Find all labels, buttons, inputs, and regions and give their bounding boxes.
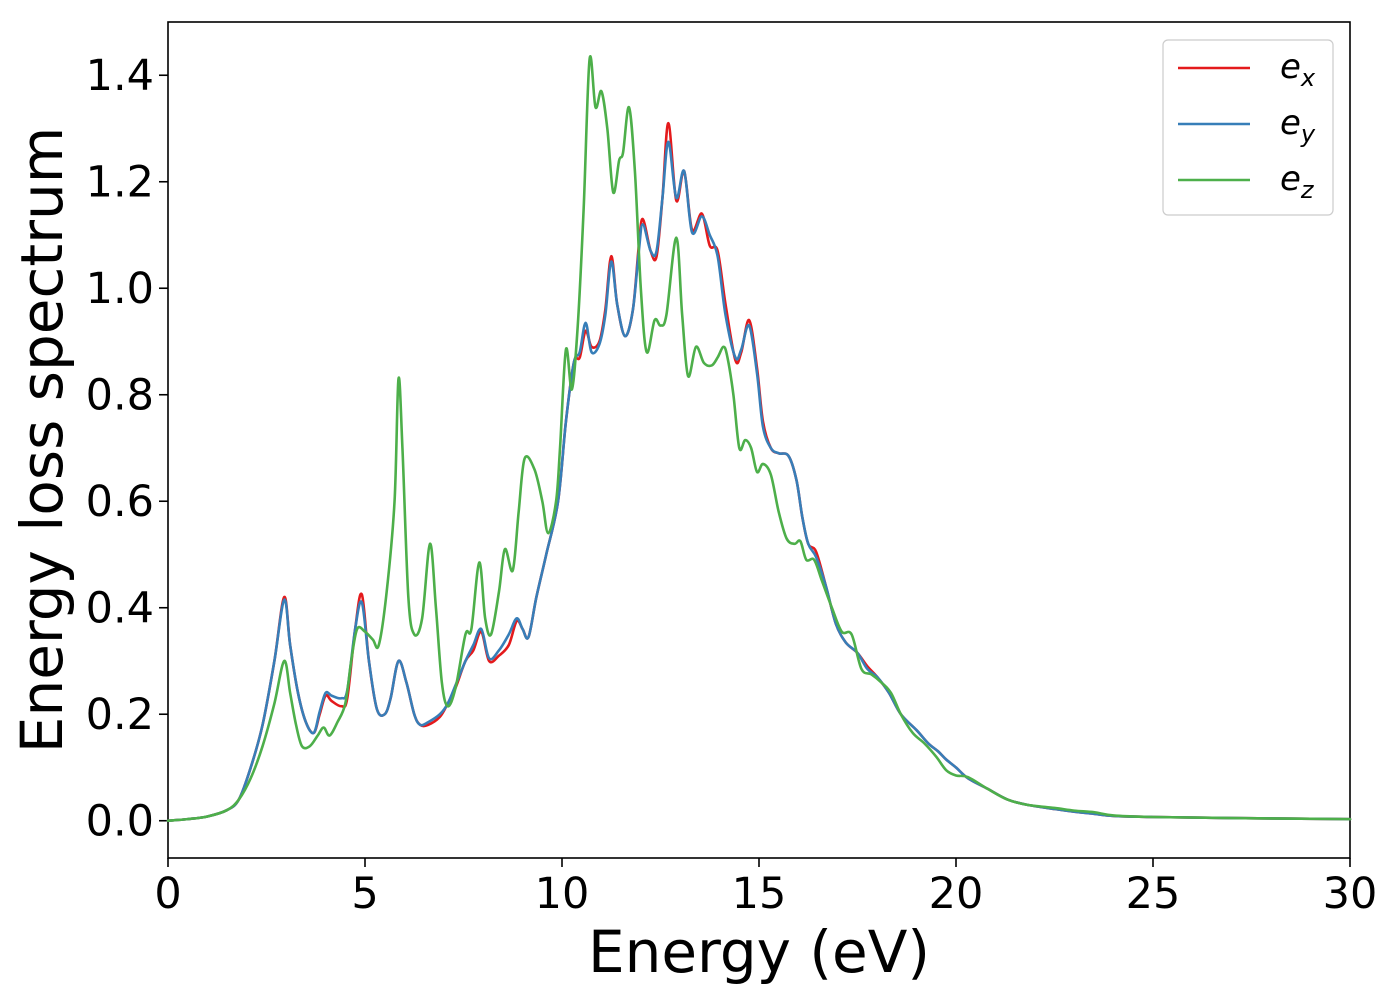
legend-box (1162, 39, 1334, 216)
y-tick-label: 0.8 (86, 371, 154, 421)
x-tick-label: 25 (1126, 869, 1181, 919)
legend-label-subscript: y (1300, 120, 1316, 148)
y-tick-label: 0.6 (86, 477, 154, 527)
y-tick-label: 0.2 (86, 690, 154, 740)
legend-label-base: e (1280, 159, 1301, 199)
legend-label-subscript: x (1300, 64, 1316, 92)
x-tick-label: 10 (535, 869, 590, 919)
y-tick-label: 1.0 (86, 264, 154, 314)
legend-label-base: e (1280, 47, 1301, 87)
legend-label-ex: ex (1280, 47, 1316, 92)
x-axis-label: Energy (eV) (588, 918, 930, 986)
y-tick-label: 1.4 (86, 51, 154, 101)
y-tick-label: 1.2 (86, 158, 154, 208)
x-tick-label: 0 (154, 869, 181, 919)
legend-label-ey: ey (1280, 103, 1316, 148)
legend-label-subscript: z (1300, 176, 1315, 204)
legend-label-base: e (1280, 103, 1301, 143)
x-axis-ticks: 0 5 10 15 20 25 30 (154, 858, 1377, 919)
y-tick-label: 0.4 (86, 584, 154, 634)
series-line-ey (166, 140, 1352, 823)
x-tick-label: 30 (1323, 869, 1378, 919)
y-axis-ticks: 0.0 0.2 0.4 0.6 0.8 1.0 1.2 1.4 (86, 51, 168, 847)
x-tick-label: 5 (351, 869, 378, 919)
y-tick-label: 0.0 (86, 797, 154, 847)
y-axis-label: Energy loss spectrum (8, 127, 76, 753)
x-tick-label: 20 (929, 869, 984, 919)
x-tick-label: 15 (732, 869, 787, 919)
series-line-ez (166, 55, 1352, 823)
legend-label-ez: ez (1280, 159, 1315, 204)
series-lines (166, 55, 1352, 823)
